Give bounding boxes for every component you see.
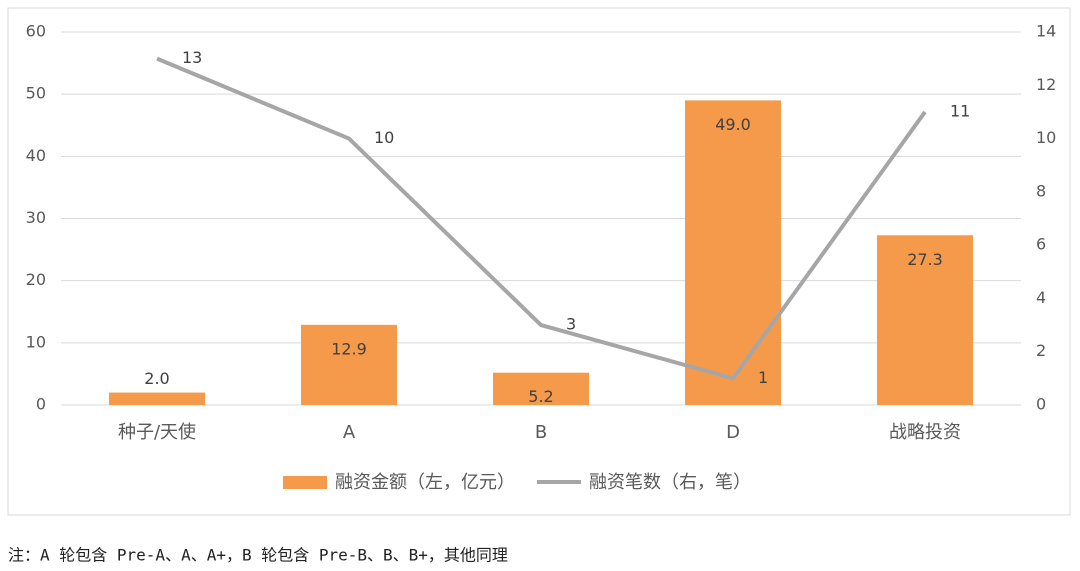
line-value-label: 1 — [758, 368, 768, 387]
y-tick-label: 50 — [26, 84, 46, 103]
y-tick-label: 10 — [26, 332, 46, 351]
y-tick-label: 40 — [26, 146, 46, 165]
y2-tick-label: 4 — [1036, 288, 1046, 307]
bar-value-label: 12.9 — [331, 339, 367, 358]
y2-tick-label: 10 — [1036, 128, 1056, 147]
note: 注：A 轮包含 Pre-A、A、A+，B 轮包含 Pre-B、B、B+，其他同理 — [8, 546, 508, 565]
y-tick-label: 30 — [26, 208, 46, 227]
y2-tick-label: 6 — [1036, 235, 1046, 254]
bar — [685, 100, 781, 405]
line-value-label: 13 — [182, 48, 202, 67]
y2-tick-label: 8 — [1036, 181, 1046, 200]
x-tick-label: 种子/天使 — [118, 422, 196, 443]
y-tick-label: 20 — [26, 270, 46, 289]
x-tick-label: B — [535, 422, 547, 443]
bar — [493, 372, 589, 405]
bar — [301, 324, 397, 405]
legend-swatch — [283, 476, 327, 489]
line — [156, 56, 927, 381]
bar — [109, 392, 205, 405]
bar-value-label: 2.0 — [144, 369, 169, 388]
bar-value-label: 5.2 — [528, 387, 553, 406]
legend-label: 融资金额（左，亿元） — [335, 472, 515, 493]
y2-tick-label: 14 — [1036, 22, 1056, 41]
y-tick-label: 60 — [26, 22, 46, 41]
x-tick-label: D — [726, 422, 740, 443]
line-value-label: 3 — [566, 315, 576, 334]
x-tick-label: A — [343, 422, 356, 443]
line-value-label: 11 — [950, 101, 970, 120]
bar-value-label: 49.0 — [715, 115, 751, 134]
bar-value-label: 27.3 — [907, 250, 943, 269]
legend-label: 融资笔数（右，笔） — [589, 472, 751, 493]
y-tick-label: 0 — [36, 395, 46, 414]
bar — [877, 235, 973, 405]
y2-tick-label: 0 — [1036, 395, 1046, 414]
y2-tick-label: 12 — [1036, 75, 1056, 94]
x-tick-label: 战略投资 — [889, 422, 961, 443]
y2-tick-label: 2 — [1036, 341, 1046, 360]
line-value-label: 10 — [374, 128, 394, 147]
